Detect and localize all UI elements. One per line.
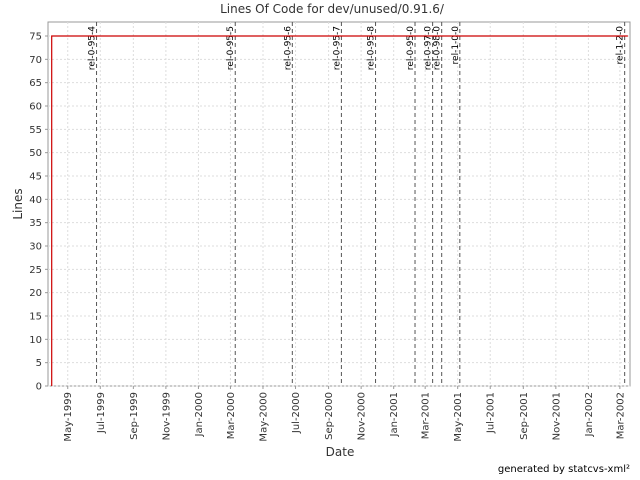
release-marker-label: rel-0-95-0 (406, 26, 416, 70)
y-tick-label: 60 (29, 102, 42, 113)
release-marker-label: rel-0-95-4 (88, 26, 98, 70)
y-tick-label: 15 (29, 312, 42, 323)
y-tick-label: 45 (29, 172, 42, 183)
release-marker-label: rel-0-97-0 (424, 26, 434, 70)
generator-credit: generated by statcvs-xml² (497, 464, 630, 475)
x-tick-label: May-2001 (453, 392, 464, 442)
x-tick-label: Sep-1999 (129, 392, 140, 440)
x-tick-label: Jul-1999 (96, 392, 107, 434)
x-tick-label: Sep-2000 (324, 392, 335, 440)
x-tick-label: Nov-2001 (551, 392, 562, 440)
y-tick-label: 70 (29, 55, 42, 66)
x-tick-label: Jul-2001 (486, 392, 497, 434)
x-tick-label: Jan-2002 (584, 392, 595, 437)
x-tick-label: May-1999 (63, 392, 74, 442)
y-tick-label: 10 (29, 335, 42, 346)
loc-series-line (51, 35, 628, 386)
y-axis-label: Lines (11, 188, 25, 219)
y-tick-label: 30 (29, 242, 42, 253)
release-marker-label: rel-0-95-7 (332, 26, 342, 70)
y-tick-label: 35 (29, 218, 42, 229)
y-tick-label: 65 (29, 78, 42, 89)
y-tick-label: 50 (29, 148, 42, 159)
x-tick-label: Mar-2000 (226, 392, 237, 439)
release-marker-label: rel-0-95-8 (367, 26, 377, 70)
x-tick-label: Mar-2002 (615, 392, 626, 439)
x-tick-label: May-2000 (258, 392, 269, 442)
y-tick-label: 55 (29, 125, 42, 136)
y-tick-label: 5 (36, 358, 42, 369)
y-tick-label: 0 (36, 382, 42, 393)
x-tick-label: Nov-1999 (161, 392, 172, 440)
release-marker-label: rel-0-95-6 (283, 26, 293, 70)
x-tick-label: Jan-2000 (194, 392, 205, 437)
x-tick-label: Nov-2000 (357, 392, 368, 440)
series-lines (51, 35, 628, 386)
x-tick-label: Jan-2001 (389, 392, 400, 437)
x-axis-label: Date (326, 445, 355, 459)
x-tick-label: Sep-2001 (519, 392, 530, 440)
y-tick-label: 40 (29, 195, 42, 206)
plot-area (47, 21, 631, 387)
y-tick-label: 20 (29, 288, 42, 299)
release-marker-label: rel-0-95-5 (226, 26, 236, 70)
release-marker-label: rel-1-0-0 (451, 26, 461, 65)
chart-title: Lines Of Code for dev/unused/0.91.6/ (220, 2, 445, 16)
release-markers: rel-0-95-4 rel-0-95-5 rel-0-95-6 rel-0-95-7… (88, 22, 626, 386)
release-marker-label: rel-1-2-0 (616, 26, 626, 65)
x-tick-label: Mar-2001 (421, 392, 432, 439)
release-marker-label: rel-0-98-0 (433, 26, 443, 70)
x-tick-label: Jul-2000 (291, 392, 302, 434)
y-tick-label: 25 (29, 265, 42, 276)
y-tick-label: 75 (29, 32, 42, 43)
x-axis-ticks: May-1999 Jul-1999 Sep-1999 Nov-1999 Jan-2000… (63, 386, 626, 442)
y-axis-ticks: 0 5 10 15 20 25 30 35 40 45 50 55 60 65 70 75 (29, 32, 48, 393)
